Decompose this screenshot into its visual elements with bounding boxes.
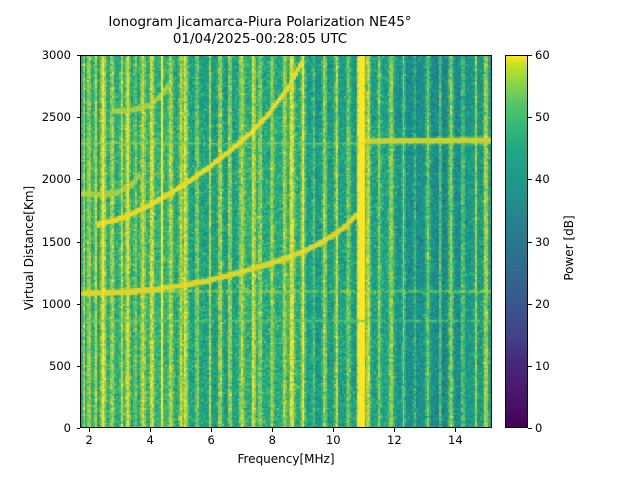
y-tick xyxy=(76,117,80,119)
colorbar-tick-label: 10 xyxy=(535,358,550,373)
y-axis-title: Virtual Distance[Km] xyxy=(22,185,36,311)
x-tick-label: 14 xyxy=(448,433,463,447)
y-tick-label: 2500 xyxy=(41,110,71,125)
colorbar-tick xyxy=(528,55,532,56)
colorbar-tick-label: 50 xyxy=(535,110,550,125)
y-tick-label: 3000 xyxy=(41,48,71,62)
colorbar-tick-label: 40 xyxy=(535,172,550,187)
x-tick xyxy=(150,428,152,432)
y-tick xyxy=(76,241,80,243)
colorbar-tick-label: 20 xyxy=(535,296,550,311)
colorbar-tick xyxy=(528,241,532,243)
colorbar-tick xyxy=(528,365,532,367)
colorbar-tick xyxy=(528,428,532,429)
x-tick xyxy=(89,428,91,432)
x-tick-label: 10 xyxy=(325,433,341,447)
colorbar-tick xyxy=(528,179,532,181)
y-tick-label: 2000 xyxy=(41,172,71,187)
y-tick xyxy=(76,55,80,56)
y-tick-label: 1000 xyxy=(41,296,71,311)
x-tick xyxy=(455,428,457,432)
x-tick-label: 2 xyxy=(85,433,93,447)
colorbar-tick-label: 30 xyxy=(535,234,550,249)
x-tick xyxy=(272,428,274,432)
x-tick-label: 4 xyxy=(146,433,154,447)
x-tick xyxy=(211,428,213,432)
y-tick-label: 0 xyxy=(63,421,71,435)
y-tick-label: 500 xyxy=(49,358,71,373)
y-tick xyxy=(76,428,80,429)
colorbar-tick xyxy=(528,117,532,119)
x-tick-label: 12 xyxy=(387,433,402,447)
x-axis-title: Frequency[MHz] xyxy=(237,452,335,466)
colorbar-tick-label: 60 xyxy=(535,48,550,62)
x-tick xyxy=(394,428,396,432)
x-tick-label: 6 xyxy=(207,433,215,447)
x-tick xyxy=(333,428,335,432)
ionogram-heatmap-canvas xyxy=(81,56,491,427)
heatmap-plot-area xyxy=(80,55,492,428)
colorbar-tick-label: 0 xyxy=(535,421,543,435)
y-tick-label: 1500 xyxy=(41,234,71,249)
x-tick-label: 8 xyxy=(268,433,276,447)
y-tick xyxy=(76,303,80,305)
colorbar-title: Power [dB] xyxy=(562,215,576,281)
y-tick xyxy=(76,365,80,367)
y-tick xyxy=(76,179,80,181)
colorbar-tick xyxy=(528,303,532,305)
chart-title: Ionogram Jicamarca-Piura Polarization NE… xyxy=(108,14,412,47)
power-colorbar xyxy=(505,55,528,428)
